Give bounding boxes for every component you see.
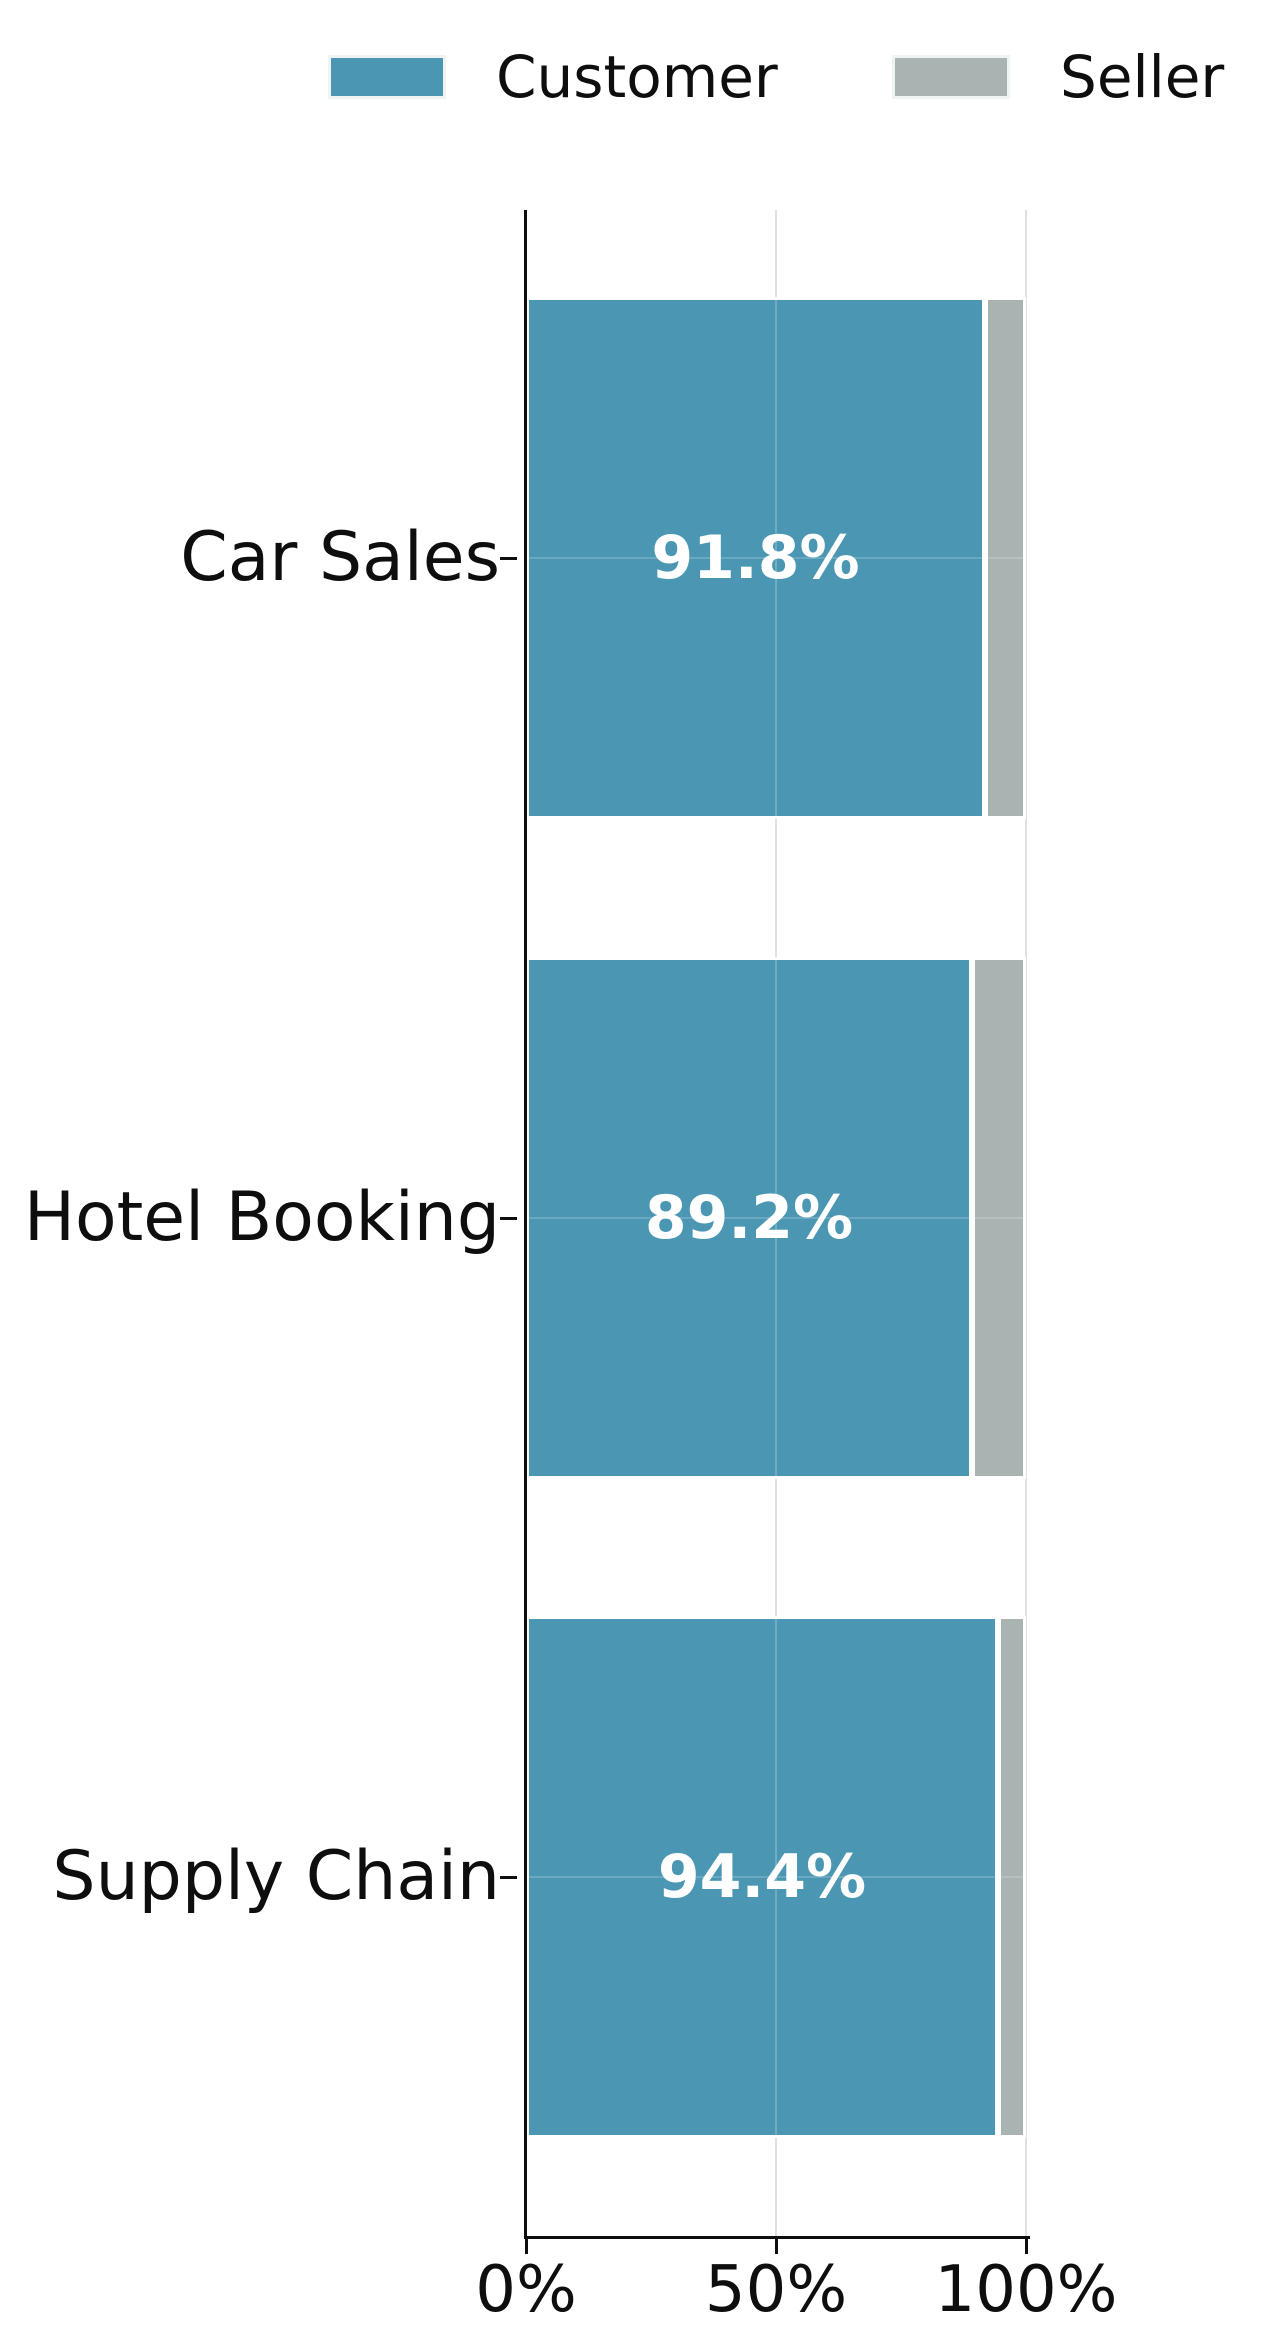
legend-item-customer: Customer — [328, 40, 778, 114]
category-label: Supply Chain — [52, 1837, 500, 1916]
bar-row: 94.4% — [526, 1616, 1026, 2138]
y-tick-mark — [500, 557, 517, 560]
bar-segment-seller — [972, 957, 1026, 1479]
y-tick-mark — [500, 1876, 517, 1879]
bar-row: 89.2% — [526, 957, 1026, 1479]
x-tick-label: 0% — [475, 2253, 577, 2327]
y-tick-mark — [500, 1217, 517, 1220]
x-tick-mark — [525, 2239, 528, 2254]
bar-segment-customer: 91.8% — [526, 297, 985, 819]
bar-segment-customer: 94.4% — [526, 1616, 998, 2138]
x-tick-label: 100% — [934, 2253, 1118, 2327]
x-tick-mark — [1025, 2239, 1028, 2254]
legend-item-seller: Seller — [892, 40, 1224, 114]
legend-label-seller: Seller — [1060, 43, 1225, 111]
legend-swatch-customer-icon — [328, 55, 446, 99]
bar-value-label: 94.4% — [657, 1842, 867, 1912]
category-label: Hotel Booking — [23, 1178, 500, 1257]
gridline-100pct — [1025, 210, 1027, 2236]
bar-row: 91.8% — [526, 297, 1026, 819]
x-tick-label: 50% — [704, 2253, 848, 2327]
y-axis-spine — [524, 210, 527, 2239]
bar-segment-seller — [998, 1616, 1026, 2138]
legend-swatch-seller-icon — [892, 55, 1010, 99]
category-label: Car Sales — [180, 518, 500, 597]
legend-label-customer: Customer — [496, 43, 778, 111]
bar-segment-seller — [985, 297, 1026, 819]
x-tick-mark — [775, 2239, 778, 2254]
bar-value-label: 89.2% — [644, 1183, 854, 1253]
bar-segment-customer: 89.2% — [526, 957, 972, 1479]
bar-value-label: 91.8% — [651, 523, 860, 593]
x-axis-spine — [524, 2236, 1030, 2239]
